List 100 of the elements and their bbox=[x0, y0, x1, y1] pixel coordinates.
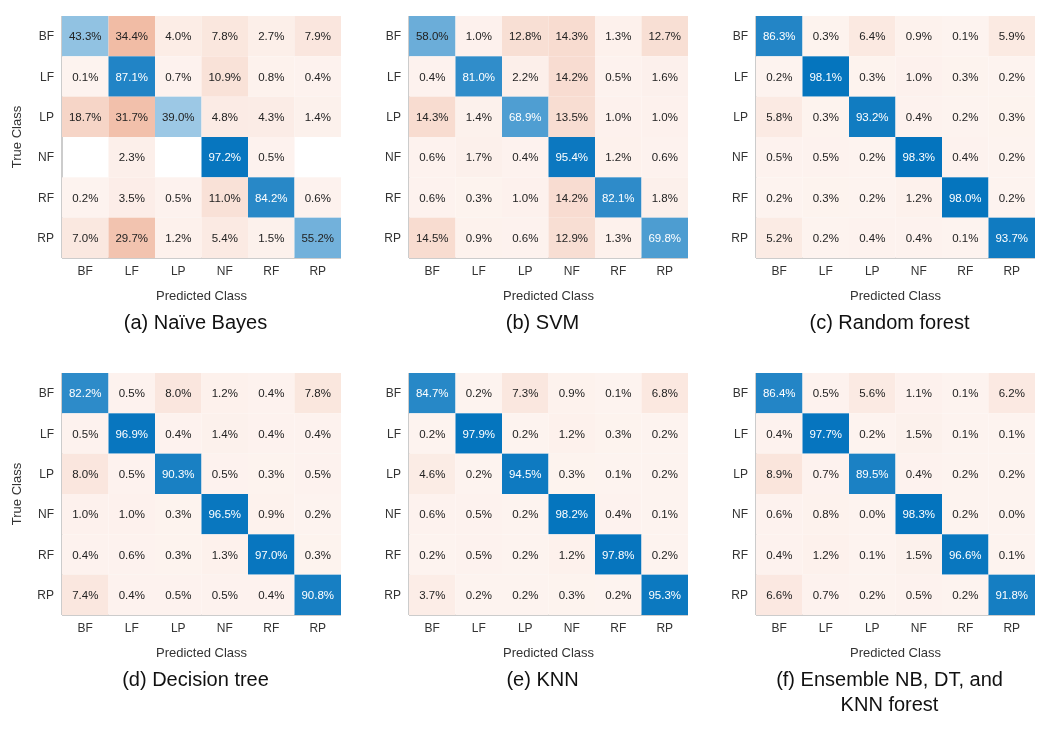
y-tick-label: LF bbox=[733, 69, 748, 84]
data-label: 14.3% bbox=[415, 110, 449, 123]
data-label: 93.2% bbox=[855, 110, 889, 123]
data-label: 0.6% bbox=[651, 151, 678, 164]
x-tick-label: LF bbox=[471, 263, 486, 278]
data-label: 13.5% bbox=[555, 110, 589, 123]
data-label: 7.8% bbox=[211, 30, 238, 43]
y-tick-label: LP bbox=[386, 110, 401, 125]
data-label: 6.4% bbox=[859, 30, 886, 43]
data-label: 97.2% bbox=[208, 151, 242, 164]
data-label: 43.3% bbox=[68, 30, 102, 43]
y-tick-label: RF bbox=[732, 190, 748, 205]
data-label: 0.2% bbox=[998, 191, 1025, 204]
y-tick-label: RP bbox=[731, 231, 748, 246]
data-label: 0.4% bbox=[258, 427, 285, 440]
data-label: 0.8% bbox=[812, 508, 839, 521]
data-label: 91.8% bbox=[995, 588, 1029, 601]
y-tick-label: BF bbox=[732, 386, 748, 401]
data-label: 0.6% bbox=[419, 508, 446, 521]
data-label: 0.1% bbox=[952, 427, 979, 440]
data-label: 0.4% bbox=[165, 427, 192, 440]
data-label: 0.4% bbox=[258, 588, 285, 601]
x-tick-label: BF bbox=[771, 620, 787, 635]
data-label: 68.9% bbox=[508, 110, 542, 123]
data-label: 0.3% bbox=[812, 30, 839, 43]
data-label: 0.4% bbox=[766, 548, 793, 561]
data-label: 0.4% bbox=[859, 231, 886, 244]
x-tick-label: NF bbox=[216, 263, 233, 278]
data-label: 96.5% bbox=[208, 508, 242, 521]
text: (a) Naïve Bayes bbox=[122, 310, 269, 335]
x-tick-label: BF bbox=[424, 263, 440, 278]
data-label: 0.6% bbox=[766, 508, 793, 521]
y-tick-label: RF bbox=[385, 547, 401, 562]
data-label: 12.9% bbox=[555, 231, 589, 244]
y-tick-label: RP bbox=[384, 588, 401, 603]
y-tick-label: NF bbox=[385, 507, 401, 522]
data-label: 0.4% bbox=[952, 151, 979, 164]
data-label: 0.6% bbox=[118, 548, 145, 561]
data-label: 90.8% bbox=[301, 588, 335, 601]
data-label: 0.6% bbox=[419, 151, 446, 164]
data-label: 0.2% bbox=[512, 508, 539, 521]
x-tick-label: LF bbox=[124, 263, 139, 278]
data-label: 7.9% bbox=[304, 30, 331, 43]
data-label: 7.8% bbox=[304, 387, 331, 400]
data-label: 6.2% bbox=[998, 387, 1025, 400]
data-label: 0.2% bbox=[952, 110, 979, 123]
text: (e) KNN bbox=[505, 667, 580, 692]
data-label: 0.6% bbox=[419, 191, 446, 204]
data-label: 0.1% bbox=[605, 387, 632, 400]
data-label: 97.7% bbox=[809, 427, 843, 440]
data-label: 8.9% bbox=[766, 467, 793, 480]
data-label: 1.4% bbox=[465, 110, 492, 123]
data-label: 0.3% bbox=[165, 548, 192, 561]
data-label: 1.3% bbox=[605, 231, 632, 244]
data-label: 0.3% bbox=[812, 191, 839, 204]
data-label: 10.9% bbox=[208, 70, 242, 83]
data-label: 0.3% bbox=[165, 508, 192, 521]
data-label: 0.2% bbox=[859, 588, 886, 601]
y-tick-label: RP bbox=[37, 588, 54, 603]
data-label: 2.2% bbox=[512, 70, 539, 83]
data-label: 0.2% bbox=[952, 508, 979, 521]
data-label: 1.5% bbox=[905, 427, 932, 440]
data-label: 96.9% bbox=[115, 427, 149, 440]
data-label: 0.2% bbox=[465, 588, 492, 601]
data-label: 39.0% bbox=[161, 110, 195, 123]
data-label: 81.0% bbox=[462, 70, 496, 83]
y-tick-label: NF bbox=[385, 150, 401, 165]
x-tick-label: RP bbox=[1003, 263, 1021, 278]
y-tick-label: LP bbox=[733, 110, 748, 125]
data-label: 0.4% bbox=[905, 231, 932, 244]
data-label: 0.2% bbox=[859, 151, 886, 164]
data-label: 1.0% bbox=[605, 110, 632, 123]
data-label: 0.5% bbox=[766, 151, 793, 164]
data-label: 0.2% bbox=[304, 508, 331, 521]
data-label: 0.1% bbox=[72, 70, 99, 83]
data-label: 7.4% bbox=[72, 588, 99, 601]
y-tick-label: LP bbox=[39, 467, 54, 482]
data-label: 1.4% bbox=[304, 110, 331, 123]
data-label: 0.4% bbox=[258, 387, 285, 400]
data-label: 8.0% bbox=[72, 467, 99, 480]
x-tick-label: RF bbox=[263, 263, 280, 278]
data-label: 29.7% bbox=[115, 231, 149, 244]
data-label: 0.3% bbox=[605, 427, 632, 440]
data-label: 0.2% bbox=[998, 151, 1025, 164]
y-tick-label: LP bbox=[733, 467, 748, 482]
data-label: 89.5% bbox=[855, 467, 889, 480]
data-label: 1.8% bbox=[651, 191, 678, 204]
text: (c) Random forest bbox=[808, 310, 971, 335]
x-tick-label: LF bbox=[124, 620, 139, 635]
data-label: 18.7% bbox=[68, 110, 102, 123]
y-tick-label: LP bbox=[386, 467, 401, 482]
data-label: 0.2% bbox=[766, 70, 793, 83]
data-label: 0.0% bbox=[859, 508, 886, 521]
data-label: 5.8% bbox=[766, 110, 793, 123]
data-label: 0.7% bbox=[165, 70, 192, 83]
data-label: 0.1% bbox=[998, 548, 1025, 561]
data-label: 84.7% bbox=[415, 387, 449, 400]
data-label: 0.3% bbox=[258, 467, 285, 480]
data-label: 5.2% bbox=[766, 231, 793, 244]
data-label: 95.4% bbox=[555, 151, 589, 164]
